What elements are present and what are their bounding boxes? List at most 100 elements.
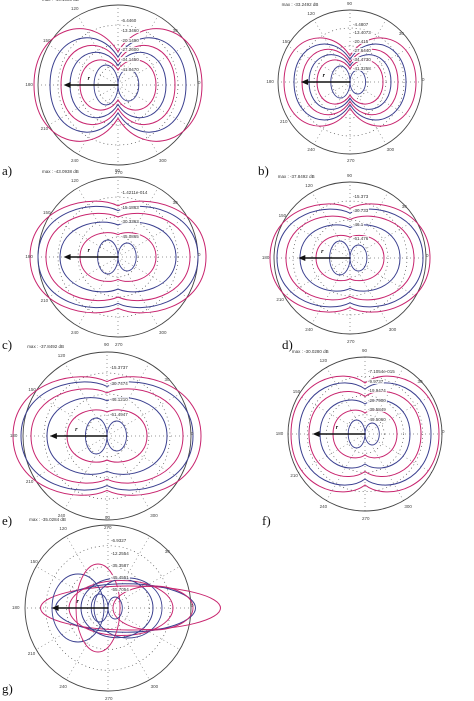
- grid-spoke: [117, 256, 188, 298]
- angle-label: 150: [43, 38, 51, 43]
- angle-label: 150: [30, 559, 38, 565]
- contour-level-label: -12.2554: [110, 550, 130, 556]
- r-arrowhead: [301, 79, 309, 85]
- angle-label: 240: [57, 512, 66, 518]
- angle-label: 180: [25, 254, 33, 259]
- panel-letter: d): [282, 337, 293, 352]
- outer-circle: [287, 356, 443, 512]
- angle-label: 240: [305, 327, 313, 333]
- contour: [285, 215, 415, 301]
- grid-spoke: [326, 367, 366, 435]
- r-arrowhead: [49, 433, 57, 439]
- grid-spoke: [48, 44, 119, 86]
- angle-label: 150: [278, 213, 287, 219]
- angle-label: 210: [40, 298, 49, 303]
- contour: [30, 388, 184, 484]
- angle-label: 0: [198, 252, 201, 257]
- angle-label: 180: [266, 79, 274, 84]
- grid-spoke: [48, 216, 119, 258]
- angle-label: 120: [71, 178, 79, 183]
- angle-label: 90: [347, 172, 353, 178]
- grid-spoke: [349, 81, 387, 145]
- angle-label: 150: [43, 210, 51, 215]
- angle-label: 30: [401, 204, 407, 210]
- angle-label: 120: [319, 357, 328, 363]
- contour-level-label: -7.1054e-015: [367, 369, 396, 375]
- r-arrowhead: [63, 82, 71, 88]
- contour-level-label: -34.1450: [120, 57, 140, 63]
- max-label: max : -43.0938 dB: [42, 169, 79, 174]
- angle-label: 300: [404, 504, 412, 510]
- angle-label: 90: [105, 515, 111, 521]
- contour-level-label: -13.4073: [352, 30, 372, 36]
- grid-spoke: [284, 219, 351, 259]
- angle-label: 150: [282, 39, 290, 45]
- outer-circle: [22, 351, 192, 521]
- max-label: max : -37.8492 dB: [27, 344, 64, 349]
- angle-label: 90: [115, 167, 121, 173]
- angle-label: 120: [59, 526, 67, 532]
- grid-ring: [45, 545, 171, 671]
- panel-letter: c): [2, 337, 13, 352]
- panel-letter: e): [2, 513, 13, 528]
- grid-spoke: [284, 257, 351, 297]
- outer-circle: [37, 4, 199, 166]
- grid-ring: [311, 219, 389, 297]
- angle-label: 90: [104, 342, 110, 348]
- angle-label: 300: [386, 147, 395, 153]
- grid-spoke: [107, 607, 181, 650]
- angle-label: 180: [25, 82, 33, 87]
- angle-label: 270: [347, 338, 355, 344]
- contour-level-label: -30.7474: [109, 380, 129, 386]
- angle-label: 0: [442, 429, 445, 434]
- grid-spoke: [349, 219, 416, 259]
- grid-spoke: [349, 257, 416, 297]
- angle-label: 240: [307, 147, 315, 153]
- angle-label: 120: [305, 182, 313, 188]
- grid-spoke: [117, 84, 188, 126]
- angle-label: 270: [105, 696, 113, 701]
- angle-label: 30: [172, 200, 178, 206]
- grid-ring: [330, 238, 370, 278]
- r-arrowhead: [312, 431, 320, 437]
- angle-label: 210: [290, 473, 298, 479]
- angle-label: 150: [292, 388, 301, 394]
- grid-spoke: [298, 433, 366, 473]
- r-vector-label: r: [321, 249, 324, 255]
- grid-spoke: [77, 15, 119, 86]
- angle-label: 30: [417, 379, 423, 385]
- contour: [298, 382, 432, 486]
- angle-label: 210: [40, 126, 49, 131]
- angle-label: 90: [362, 347, 368, 353]
- angle-label: 30: [164, 376, 170, 382]
- angle-label: 270: [115, 342, 123, 347]
- contour-level-label: -61.476: [352, 236, 370, 242]
- angle-label: 0: [422, 77, 425, 82]
- grid-spoke: [117, 84, 159, 155]
- contour-level-label: -27.6440: [352, 48, 372, 54]
- contour-level-label: -46.1: [352, 222, 365, 228]
- angle-label: 30: [172, 28, 178, 34]
- grid-spoke: [311, 192, 351, 259]
- contour-level-label: -39.5849: [367, 407, 387, 413]
- contour: [40, 585, 221, 631]
- contour-level-label: -9.9737: [367, 378, 385, 384]
- contour-level-label: -15.1863: [120, 204, 140, 210]
- grid-ring: [306, 375, 424, 493]
- angle-label: 0: [191, 603, 194, 608]
- grid-spoke: [364, 433, 432, 473]
- grid-spoke: [117, 44, 188, 86]
- contour-level-label: -34.4730: [352, 57, 372, 63]
- grid-spoke: [349, 45, 413, 83]
- contour: [283, 37, 417, 127]
- angle-label: 120: [307, 10, 315, 16]
- r-vector-label: r: [335, 425, 339, 431]
- grid-spoke: [313, 19, 351, 83]
- r-arrowhead: [298, 255, 306, 261]
- contour-level-label: -45.0865: [120, 234, 140, 240]
- angle-label: 180: [261, 255, 270, 260]
